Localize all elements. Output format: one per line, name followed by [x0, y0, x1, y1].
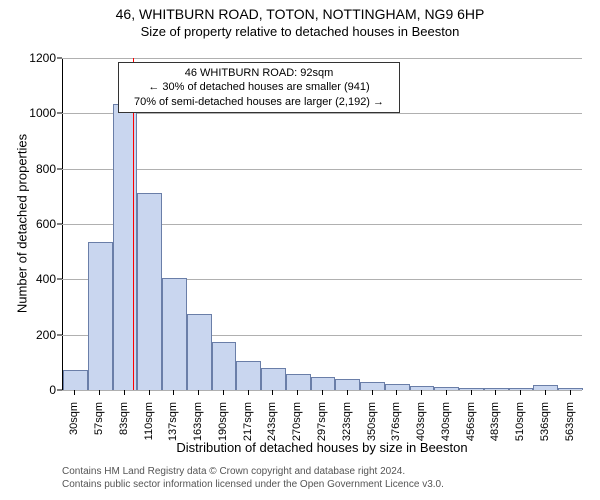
x-tick-mark	[248, 390, 249, 395]
y-tick-label: 1000	[29, 106, 56, 120]
x-tick-label: 110sqm	[143, 402, 155, 440]
x-tick-mark	[124, 390, 125, 395]
histogram-bar	[286, 374, 311, 390]
y-tick-label: 200	[36, 328, 56, 342]
histogram-bar	[311, 377, 336, 390]
y-axis-label: Number of detached properties	[15, 124, 30, 324]
x-tick-label: 483sqm	[489, 402, 501, 441]
x-tick-mark	[74, 390, 75, 395]
y-tick-label: 0	[49, 383, 56, 397]
info-box: 46 WHITBURN ROAD: 92sqm ← 30% of detache…	[118, 62, 400, 113]
x-tick-label: 137sqm	[167, 402, 179, 441]
footer-line-1: Contains HM Land Registry data © Crown c…	[62, 466, 582, 479]
x-tick-mark	[149, 390, 150, 395]
x-tick-label: 57sqm	[93, 402, 105, 435]
x-tick-mark	[297, 390, 298, 395]
x-tick-label: 30sqm	[68, 402, 80, 435]
x-tick-mark	[99, 390, 100, 395]
histogram-bar	[360, 382, 385, 390]
info-line-3: 70% of semi-detached houses are larger (…	[125, 95, 393, 109]
histogram-bar	[187, 314, 212, 390]
x-tick-label: 190sqm	[217, 402, 229, 441]
x-tick-label: 563sqm	[564, 402, 576, 441]
y-tick-mark	[57, 224, 62, 225]
histogram-bar	[335, 379, 360, 390]
x-tick-mark	[570, 390, 571, 395]
y-tick-mark	[57, 334, 62, 335]
y-tick-mark	[57, 58, 62, 59]
x-tick-label: 456sqm	[465, 402, 477, 441]
grid-line	[62, 169, 582, 170]
x-tick-label: 510sqm	[514, 402, 526, 441]
grid-line	[62, 58, 582, 59]
x-tick-mark	[322, 390, 323, 395]
x-tick-mark	[223, 390, 224, 395]
x-tick-mark	[471, 390, 472, 395]
x-tick-label: 536sqm	[539, 402, 551, 441]
x-tick-mark	[396, 390, 397, 395]
x-tick-mark	[372, 390, 373, 395]
x-tick-label: 270sqm	[291, 402, 303, 441]
x-tick-mark	[173, 390, 174, 395]
footer-line-2: Contains public sector information licen…	[62, 479, 582, 492]
y-tick-label: 800	[36, 162, 56, 176]
histogram-bar	[162, 278, 187, 390]
x-tick-mark	[421, 390, 422, 395]
histogram-bar	[236, 361, 261, 390]
x-tick-mark	[347, 390, 348, 395]
histogram-bar	[88, 242, 113, 390]
x-tick-label: 243sqm	[266, 402, 278, 441]
x-tick-label: 163sqm	[192, 402, 204, 441]
x-tick-label: 323sqm	[341, 402, 353, 441]
x-tick-label: 403sqm	[415, 402, 427, 441]
info-line-1: 46 WHITBURN ROAD: 92sqm	[125, 66, 393, 80]
histogram-bar	[63, 370, 88, 390]
x-tick-label: 297sqm	[316, 402, 328, 441]
chart-title: 46, WHITBURN ROAD, TOTON, NOTTINGHAM, NG…	[0, 6, 600, 22]
x-tick-mark	[272, 390, 273, 395]
y-tick-label: 600	[36, 217, 56, 231]
y-tick-mark	[57, 168, 62, 169]
x-tick-mark	[495, 390, 496, 395]
footer-attribution: Contains HM Land Registry data © Crown c…	[62, 466, 582, 491]
y-tick-mark	[57, 390, 62, 391]
x-tick-mark	[520, 390, 521, 395]
x-axis-label: Distribution of detached houses by size …	[62, 440, 582, 455]
y-tick-mark	[57, 113, 62, 114]
x-tick-label: 83sqm	[118, 402, 130, 435]
y-tick-mark	[57, 279, 62, 280]
grid-line	[62, 113, 582, 114]
x-tick-label: 376sqm	[390, 402, 402, 441]
x-tick-label: 217sqm	[242, 402, 254, 441]
y-tick-label: 400	[36, 272, 56, 286]
chart-subtitle: Size of property relative to detached ho…	[0, 24, 600, 39]
x-tick-mark	[545, 390, 546, 395]
x-tick-label: 350sqm	[366, 402, 378, 441]
info-line-2: ← 30% of detached houses are smaller (94…	[125, 80, 393, 94]
histogram-bar	[137, 193, 162, 390]
histogram-bar	[261, 368, 286, 390]
histogram-bar	[212, 342, 237, 390]
x-tick-mark	[446, 390, 447, 395]
x-tick-mark	[198, 390, 199, 395]
y-tick-label: 1200	[29, 51, 56, 65]
x-tick-label: 430sqm	[440, 402, 452, 441]
chart-container: 46, WHITBURN ROAD, TOTON, NOTTINGHAM, NG…	[0, 0, 600, 500]
